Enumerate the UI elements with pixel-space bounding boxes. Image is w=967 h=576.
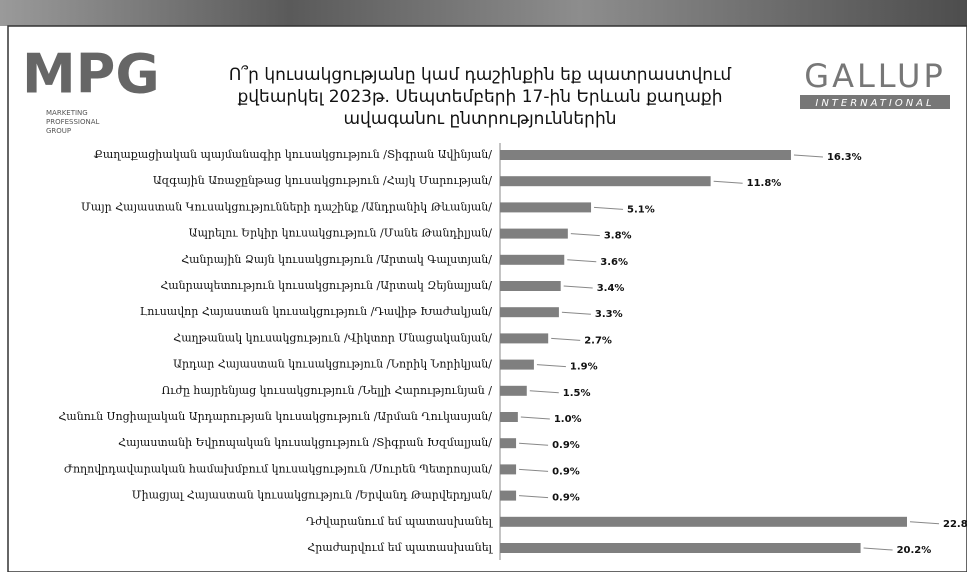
bar [500,464,516,474]
bar [500,491,516,501]
bar [500,517,907,527]
value-label: 3.8% [604,231,632,242]
category-label: Քաղաքացիական պայմանագիր կուսակցություն /… [94,148,493,161]
chart: MPG MARKETING PROFESSIONAL GROUP GALLUP … [0,0,967,572]
value-label: 2.7% [584,335,612,346]
value-label: 3.6% [600,257,628,268]
bar [500,386,527,396]
bar [500,255,564,265]
logo-right: GALLUP INTERNATIONAL [800,57,950,109]
category-label: Հրաժարվում եմ պատասխանել [307,541,493,554]
category-label: Ժողովրդավարական համախմբում կուսակցությու… [64,462,492,475]
value-label: 1.0% [554,414,582,425]
value-label: 3.3% [595,309,623,320]
photo-strip [0,0,967,26]
bar [500,307,559,317]
category-label: Հանրային Ձայն կուսակցություն /Արտակ Գալս… [181,253,492,266]
logo-text: GROUP [46,127,71,135]
category-label: Ապրելու Երկիր կուսակցություն /Մանե Թանդի… [189,227,493,240]
value-label: 1.5% [563,388,591,399]
bar [500,176,711,186]
category-label: Լուսավոր Հայաստան կուսակցություն /Դավիթ … [140,305,493,318]
bar [500,229,568,239]
chart-title: Ո՞ր կուսակցությանը կամ դաշինքին եք պատրա… [229,64,732,85]
value-label: 0.9% [552,466,580,477]
logo-text: PROFESSIONAL [46,118,100,126]
logo-text: MARKETING [46,109,88,117]
value-label: 20.2% [897,545,932,556]
chart-title: ավագանու ընտրություններին [344,109,617,129]
category-label: Միացյալ Հայաստան կուսակցություն /Երվանդ … [132,489,493,502]
logo-mark: GALLUP [804,57,945,95]
value-label: 22.8% [943,519,967,530]
bar [500,360,534,370]
logo-text: INTERNATIONAL [815,98,934,109]
value-label: 0.9% [552,493,580,504]
logo-mark: MPG [22,43,160,106]
value-label: 0.9% [552,440,580,451]
value-label: 3.4% [597,283,625,294]
bar [500,333,548,343]
bar [500,412,518,422]
category-label: Մայր Հայաստան Կուսակցությունների դաշինք … [81,200,492,213]
category-label: Ազգային Առաջընթաց կուսակցություն /Հայկ Մ… [153,174,492,187]
chart-title: քվեարկել 2023թ. Սեպտեմբերի 17-ին Երևան ք… [237,87,722,107]
category-label: Դժվարանում եմ պատասխանել [306,515,494,528]
value-label: 1.9% [570,362,598,373]
category-label: Ուժը հայրենյաց կուսակցություն /Նելլի Հար… [161,384,492,397]
bar [500,543,861,553]
category-label: Հանրապետություն կուսակցություն /Արտակ Զե… [160,279,492,292]
category-label: Հանուն Սոցիալական Արդարության կուսակցութ… [58,410,492,423]
bar [500,281,561,291]
category-label: Արդար Հայաստան կուսակցություն /Նորիկ Նոր… [173,358,492,371]
bar [500,438,516,448]
category-label: Հայաստանի Եվրոպական կուսակցություն /Տիգր… [118,436,492,449]
value-label: 11.8% [747,178,782,189]
bar [500,202,591,212]
category-label: Հաղթանակ կուսակցություն /Վիկտոր Մնացական… [173,331,492,344]
value-label: 16.3% [827,152,862,163]
value-label: 5.1% [627,204,655,215]
bar [500,150,791,160]
